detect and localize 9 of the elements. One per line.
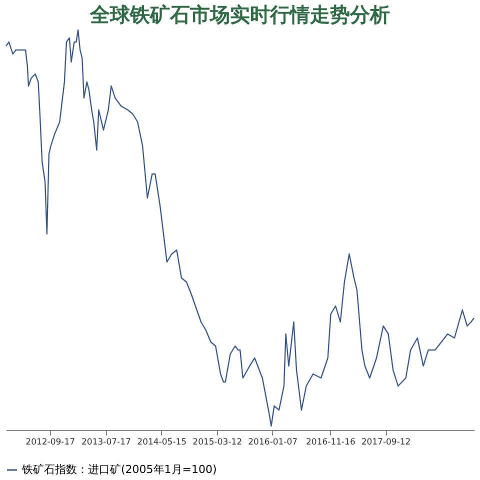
x-tick-label: 2017-09-12 xyxy=(361,438,411,448)
x-tick-label: 2016-11-16 xyxy=(306,438,356,448)
x-tick-label: 2013-07-17 xyxy=(82,438,131,448)
x-tick-label: 2015-03-12 xyxy=(192,438,242,448)
chart-title: 全球铁矿石市场实时行情走势分析 xyxy=(89,2,390,26)
legend-label: 铁矿石指数：进口矿(2005年1月=100) xyxy=(21,463,217,476)
x-tick-label: 2016-01-07 xyxy=(248,438,298,448)
x-tick-label: 2012-09-17 xyxy=(26,438,76,448)
x-tick-label: 2014-05-15 xyxy=(137,438,187,448)
